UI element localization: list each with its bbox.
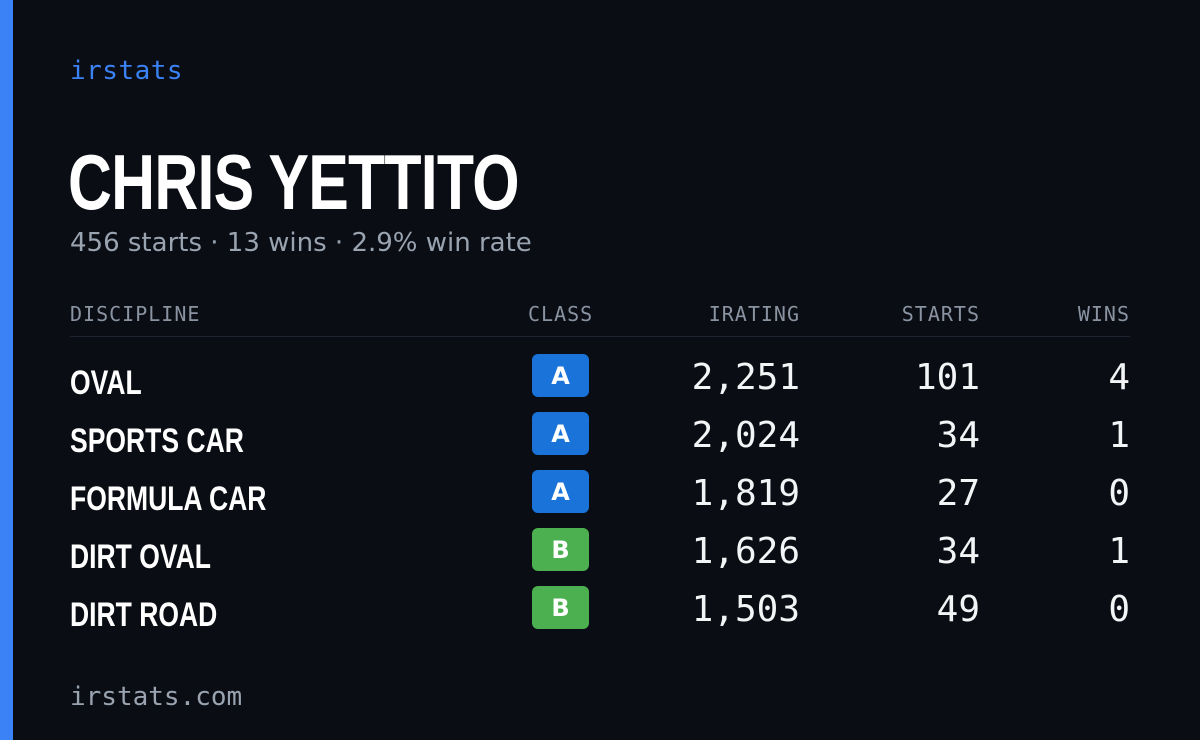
table-body: OVAL A 2,251 101 4 SPORTS CAR A 2,024 34…: [70, 353, 1130, 643]
discipline-cell: FORMULA CAR: [70, 480, 267, 518]
class-badge: A: [532, 470, 589, 513]
wins-cell: 4: [1108, 357, 1130, 398]
class-badge: B: [532, 586, 589, 629]
wins-cell: 1: [1108, 531, 1130, 572]
discipline-cell: DIRT ROAD: [70, 596, 218, 634]
starts-cell: 49: [936, 589, 980, 630]
irating-cell: 1,819: [691, 473, 800, 514]
brand-logo-text: irstats: [70, 56, 184, 86]
wins-cell: 1: [1108, 415, 1130, 456]
driver-summary: 456 starts · 13 wins · 2.9% win rate: [70, 228, 532, 258]
class-badge: B: [532, 528, 589, 571]
wins-cell: 0: [1108, 589, 1130, 630]
stats-table: DISCIPLINE CLASS IRATING STARTS WINS OVA…: [70, 296, 1130, 643]
header-discipline: DISCIPLINE: [70, 302, 201, 326]
starts-cell: 27: [936, 473, 980, 514]
wins-cell: 0: [1108, 473, 1130, 514]
table-row: SPORTS CAR A 2,024 34 1: [70, 411, 1130, 469]
table-row: FORMULA CAR A 1,819 27 0: [70, 469, 1130, 527]
header-class: CLASS: [528, 302, 594, 326]
header-starts: STARTS: [901, 302, 980, 326]
table-row: DIRT ROAD B 1,503 49 0: [70, 585, 1130, 643]
header-irating: IRATING: [708, 302, 800, 326]
discipline-cell: SPORTS CAR: [70, 422, 244, 460]
irating-cell: 2,024: [691, 415, 800, 456]
header-wins: WINS: [1077, 302, 1130, 326]
irating-cell: 1,626: [691, 531, 800, 572]
starts-cell: 34: [936, 415, 980, 456]
irating-cell: 1,503: [691, 589, 800, 630]
class-badge: A: [532, 412, 589, 455]
footer-url: irstats.com: [70, 682, 243, 712]
table-header: DISCIPLINE CLASS IRATING STARTS WINS: [70, 296, 1130, 337]
class-badge: A: [532, 354, 589, 397]
accent-bar: [0, 0, 13, 740]
table-row: OVAL A 2,251 101 4: [70, 353, 1130, 411]
table-row: DIRT OVAL B 1,626 34 1: [70, 527, 1130, 585]
discipline-cell: OVAL: [70, 364, 142, 402]
discipline-cell: DIRT OVAL: [70, 538, 211, 576]
starts-cell: 101: [914, 357, 980, 398]
irating-cell: 2,251: [691, 357, 800, 398]
driver-name: CHRIS YETTITO: [68, 138, 520, 226]
starts-cell: 34: [936, 531, 980, 572]
